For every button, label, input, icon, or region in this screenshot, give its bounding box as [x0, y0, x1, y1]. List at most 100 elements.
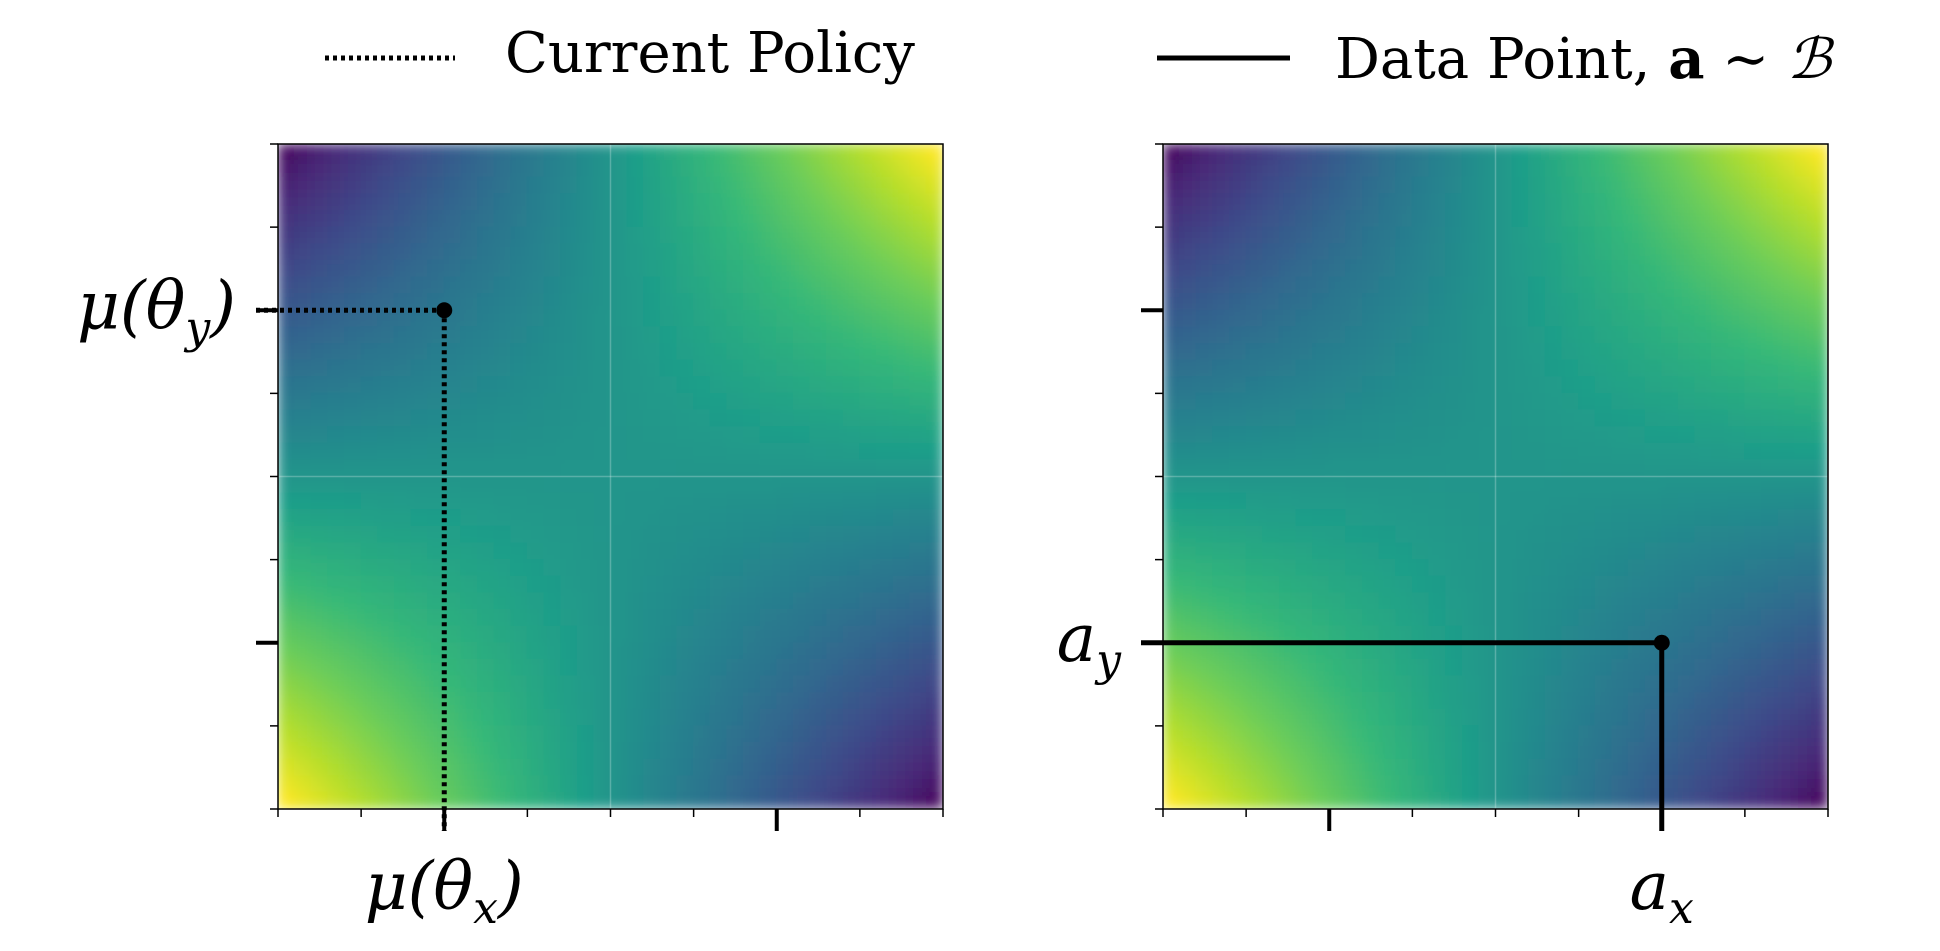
heatmap-cell [1295, 144, 1314, 162]
heatmap-cell [1777, 592, 1796, 611]
heatmap-cell [278, 675, 296, 694]
heatmap-cell [576, 692, 595, 710]
heatmap-cell [377, 675, 395, 694]
heatmap-cell [526, 725, 545, 744]
heatmap-cell [1362, 642, 1380, 660]
heatmap-cell [1578, 426, 1596, 444]
heatmap-cell [1328, 226, 1347, 245]
heatmap-cell [842, 542, 861, 561]
heatmap-cell [1594, 692, 1613, 710]
heatmap-cell [1528, 675, 1546, 694]
heatmap-cell [909, 293, 927, 311]
heatmap-cell [344, 708, 362, 727]
heatmap-cell [1195, 725, 1214, 744]
heatmap-cell [1761, 226, 1779, 245]
heatmap-cell [1661, 708, 1679, 727]
heatmap-cell [1411, 343, 1430, 361]
heatmap-cell [1794, 492, 1812, 511]
heatmap-cell [1312, 359, 1330, 378]
heatmap-cell [726, 276, 745, 295]
heatmap-cell [560, 259, 578, 278]
heatmap-cell [1163, 459, 1181, 478]
heatmap-cell [360, 293, 379, 311]
heatmap-cell [593, 609, 612, 627]
heatmap-cell [1179, 160, 1197, 178]
heatmap-cell [1278, 144, 1297, 162]
heatmap-cell [1694, 625, 1713, 644]
heatmap-cell [310, 376, 329, 394]
heatmap-cell [1794, 409, 1812, 428]
heatmap-cell [776, 293, 794, 311]
heatmap-cell [1428, 692, 1447, 710]
heatmap-cell [1179, 459, 1197, 478]
heatmap-cell [294, 675, 312, 694]
heatmap-cell [377, 210, 395, 228]
heatmap-cell [709, 293, 728, 311]
heatmap-cell [1328, 725, 1347, 744]
heatmap-cell [393, 692, 412, 710]
heatmap-cell [1179, 692, 1197, 710]
heatmap-cell [1677, 276, 1696, 295]
heatmap-cell [1578, 309, 1596, 328]
heatmap-cell [1312, 791, 1330, 809]
heatmap-cell [759, 409, 778, 428]
heatmap-cell [1195, 791, 1214, 809]
heatmap-cell [360, 575, 379, 594]
heatmap-cell [576, 309, 595, 328]
heatmap-cell [1328, 459, 1347, 478]
heatmap-cell [1478, 359, 1497, 378]
heatmap-cell [1544, 675, 1563, 694]
heatmap-cell [693, 625, 711, 644]
heatmap-cell [1262, 276, 1280, 295]
heatmap-cell [278, 459, 296, 478]
legend-label-data-point: Data Point, a ∼ ℬ [1335, 26, 1835, 92]
heatmap-cell [1411, 625, 1430, 644]
heatmap-cell [709, 625, 728, 644]
heatmap-cell [643, 326, 661, 345]
heatmap-cell [477, 376, 495, 394]
heatmap-cell [576, 758, 595, 777]
heatmap-cell [925, 592, 943, 611]
heatmap-cell [1628, 226, 1646, 245]
heatmap-cell [842, 609, 861, 627]
heatmap-cell [1179, 509, 1197, 527]
heatmap-cell [493, 559, 512, 577]
x-tick-label-close: ) [496, 848, 524, 925]
heatmap-cell [1661, 459, 1679, 478]
heatmap-cell [278, 542, 296, 561]
heatmap-cell [543, 193, 562, 212]
heatmap-cell [1395, 675, 1413, 694]
heatmap-cell [1578, 376, 1596, 394]
heatmap-cell [1345, 609, 1364, 627]
heatmap-cell [1694, 509, 1713, 527]
heatmap-cell [410, 642, 429, 660]
heatmap-cell [659, 542, 678, 561]
heatmap-cell [1495, 426, 1513, 444]
heatmap-cell [294, 742, 312, 760]
heatmap-cell [626, 758, 645, 777]
heatmap-cell [726, 160, 745, 178]
heatmap-cell [1711, 775, 1729, 793]
heatmap-cell [1212, 575, 1231, 594]
heatmap-cell [776, 376, 794, 394]
heatmap-cell [1179, 525, 1197, 544]
heatmap-cell [759, 426, 778, 444]
heatmap-cell [759, 309, 778, 328]
heatmap-cell [659, 226, 678, 245]
heatmap-cell [1628, 592, 1646, 611]
heatmap-cell [743, 692, 761, 710]
heatmap-cell [1810, 592, 1828, 611]
heatmap-cell [294, 309, 312, 328]
heatmap-cell [1611, 575, 1630, 594]
heatmap-cell [759, 692, 778, 710]
heatmap-cell [460, 259, 479, 278]
heatmap-cell [526, 326, 545, 345]
heatmap-cell [859, 609, 878, 627]
heatmap-cell [493, 509, 512, 527]
heatmap-cell [1644, 725, 1663, 744]
heatmap-cell [360, 376, 379, 394]
heatmap-cell [1445, 575, 1463, 594]
heatmap-cell [1212, 210, 1231, 228]
heatmap-cell [1611, 708, 1630, 727]
heatmap-cell [1628, 742, 1646, 760]
